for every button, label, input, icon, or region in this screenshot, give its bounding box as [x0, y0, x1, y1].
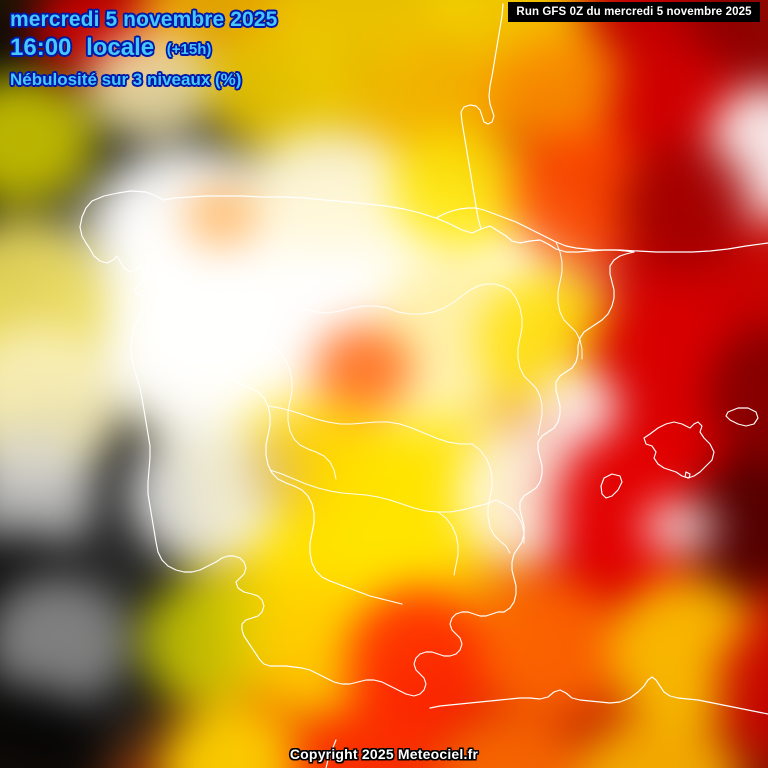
coastline-morocco-north [429, 676, 768, 715]
border-region-andalusia-north [269, 469, 497, 513]
coastline-mediterranean-spain [503, 251, 635, 613]
border-spain-portugal [146, 277, 403, 605]
border-region-valencia [471, 443, 511, 554]
border-region-murcia [495, 499, 525, 544]
forecast-time-unit: locale [86, 34, 155, 61]
coastline-france-atlantic [460, 3, 504, 230]
border-region-castilla-la-mancha-east [437, 511, 459, 576]
forecast-date-label: mercredi 5 novembre 2025 [10, 8, 278, 31]
border-region-aragon-east [509, 289, 543, 436]
model-run-banner: Run GFS 0Z du mercredi 5 novembre 2025 [508, 2, 760, 22]
coastline-galicia-west [79, 200, 155, 399]
border-region-castilla-south [267, 405, 473, 445]
parameter-label: Nébulosité sur 3 niveaux (%) [10, 70, 242, 89]
copyright-label: Copyright 2025 Meteociel.fr [289, 746, 479, 762]
coastline-andalusia-south [405, 611, 505, 697]
border-region-castilla-north [207, 288, 399, 314]
island-mallorca [643, 421, 715, 479]
border-region-galicia [142, 270, 203, 335]
border-region-cataluna [555, 241, 583, 360]
forecast-time-value: 16:00 [10, 34, 72, 61]
island-menorca [725, 407, 759, 427]
coastline-portugal-west [141, 397, 407, 695]
coastline-morocco-atlantic [325, 739, 337, 768]
forecast-step-label: (+15h) [166, 41, 212, 58]
border-pyrenees [435, 207, 635, 253]
coastline-cantabrian [91, 190, 768, 253]
border-region-ebro-valley [397, 283, 511, 315]
island-ibiza [600, 473, 623, 499]
island-cabrera [684, 471, 691, 479]
model-run-text: Run GFS 0Z du mercredi 5 novembre 2025 [516, 6, 752, 18]
forecast-time-label: 16:00 locale (+15h) [10, 34, 211, 62]
border-region-extremadura [225, 326, 337, 480]
